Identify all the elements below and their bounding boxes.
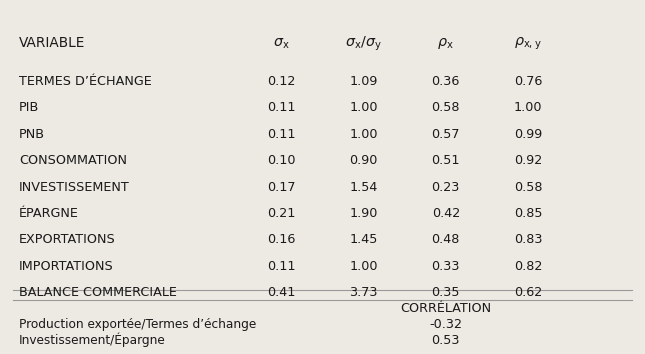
Text: 0.90: 0.90 xyxy=(350,154,378,167)
Text: 1.00: 1.00 xyxy=(350,128,378,141)
Text: 1.00: 1.00 xyxy=(513,102,542,114)
Text: 1.45: 1.45 xyxy=(350,233,378,246)
Text: 0.58: 0.58 xyxy=(432,102,460,114)
Text: 0.82: 0.82 xyxy=(514,259,542,273)
Text: PIB: PIB xyxy=(19,102,39,114)
Text: BALANCE COMMERCIALE: BALANCE COMMERCIALE xyxy=(19,286,177,299)
Text: 0.11: 0.11 xyxy=(267,259,295,273)
Text: $\sigma_{\mathrm{x}}/\sigma_{\mathrm{y}}$: $\sigma_{\mathrm{x}}/\sigma_{\mathrm{y}}… xyxy=(345,34,382,53)
Text: 1.00: 1.00 xyxy=(350,102,378,114)
Text: 1.00: 1.00 xyxy=(350,259,378,273)
Text: CORRÉLATION: CORRÉLATION xyxy=(400,302,491,315)
Text: 3.73: 3.73 xyxy=(350,286,378,299)
Text: 1.09: 1.09 xyxy=(350,75,378,88)
Text: 0.16: 0.16 xyxy=(267,233,295,246)
Text: 0.17: 0.17 xyxy=(267,181,295,194)
Text: 0.83: 0.83 xyxy=(513,233,542,246)
Text: 0.41: 0.41 xyxy=(267,286,295,299)
Text: PNB: PNB xyxy=(19,128,45,141)
Text: $\sigma_{\mathrm{x}}$: $\sigma_{\mathrm{x}}$ xyxy=(273,36,290,51)
Text: 0.48: 0.48 xyxy=(432,233,460,246)
Text: 0.51: 0.51 xyxy=(432,154,460,167)
Text: 0.92: 0.92 xyxy=(514,154,542,167)
Text: 0.36: 0.36 xyxy=(432,75,460,88)
Text: 0.58: 0.58 xyxy=(513,181,542,194)
Text: 0.42: 0.42 xyxy=(432,207,460,220)
Text: $\rho_{\mathrm{x}}$: $\rho_{\mathrm{x}}$ xyxy=(437,36,454,51)
Text: 0.76: 0.76 xyxy=(514,75,542,88)
Text: IMPORTATIONS: IMPORTATIONS xyxy=(19,259,114,273)
Text: $\rho_{\mathrm{x,y}}$: $\rho_{\mathrm{x,y}}$ xyxy=(514,35,542,52)
Text: 0.53: 0.53 xyxy=(432,333,460,347)
Text: 0.23: 0.23 xyxy=(432,181,460,194)
Text: 0.10: 0.10 xyxy=(267,154,295,167)
Text: -0.32: -0.32 xyxy=(430,318,462,331)
Text: 0.57: 0.57 xyxy=(432,128,460,141)
Text: 0.62: 0.62 xyxy=(514,286,542,299)
Text: INVESTISSEMENT: INVESTISSEMENT xyxy=(19,181,130,194)
Text: Investissement/Épargne: Investissement/Épargne xyxy=(19,333,166,347)
Text: EXPORTATIONS: EXPORTATIONS xyxy=(19,233,116,246)
Text: 0.35: 0.35 xyxy=(432,286,460,299)
Text: 0.85: 0.85 xyxy=(513,207,542,220)
Text: 0.33: 0.33 xyxy=(432,259,460,273)
Text: Production exportée/Termes d’échange: Production exportée/Termes d’échange xyxy=(19,318,256,331)
Text: 0.11: 0.11 xyxy=(267,102,295,114)
Text: 0.12: 0.12 xyxy=(267,75,295,88)
Text: CONSOMMATION: CONSOMMATION xyxy=(19,154,127,167)
Text: VARIABLE: VARIABLE xyxy=(19,36,86,50)
Text: 1.90: 1.90 xyxy=(350,207,378,220)
Text: TERMES D’ÉCHANGE: TERMES D’ÉCHANGE xyxy=(19,75,152,88)
Text: 1.54: 1.54 xyxy=(350,181,378,194)
Text: 0.99: 0.99 xyxy=(514,128,542,141)
Text: ÉPARGNE: ÉPARGNE xyxy=(19,207,79,220)
Text: 0.11: 0.11 xyxy=(267,128,295,141)
Text: 0.21: 0.21 xyxy=(267,207,295,220)
